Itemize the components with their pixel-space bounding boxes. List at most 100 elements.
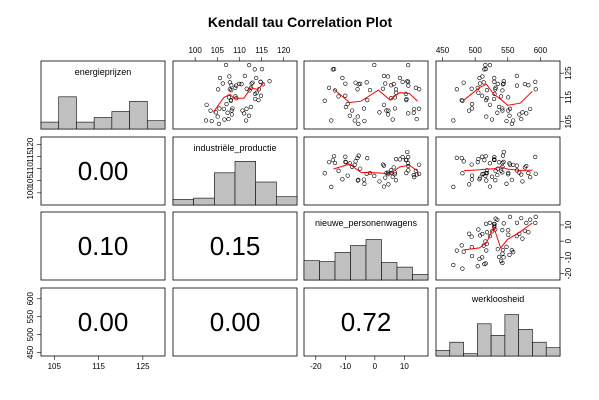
scatter-point-r1-c3-51 [367,88,373,93]
histogram-bar-1-1 [40,121,60,130]
scatter-point-r1-c3-1 [389,83,394,88]
scatter-point-r1-c3-44 [352,118,357,123]
scatter-point-r1-c4-49 [477,75,482,81]
scatter-point-r2-c4-44 [511,162,516,168]
scatter-point-r1-c4-35 [495,81,500,86]
scatter-point-r2-c4-53 [493,168,498,173]
scatter-point-r1-c3-4 [385,74,391,79]
scatter-point-r2-c4-59 [469,162,474,167]
scatter-point-r2-c3-43 [411,172,416,178]
scatter-point-r3-c4-39 [498,258,504,264]
tick-label-top-c2: 100 [188,46,202,55]
scatter-point-r1-c2-46 [240,108,245,113]
histogram-bar-4-1 [435,350,451,357]
scatter-point-r2-c4-9 [484,178,489,183]
scatter-point-r1-c3-15 [365,98,370,103]
scatter-point-r1-c4-34 [477,81,483,86]
scatter-point-r3-c4-37 [519,216,524,221]
scatter-point-r1-c2-30 [258,79,263,84]
scatter-point-r2-c4-2 [501,159,506,165]
scatter-point-r2-c4-54 [509,177,514,182]
plot-title: Kendall tau Correlation Plot [208,14,393,30]
scatter-point-r2-c4-47 [500,170,505,175]
scatter-point-r1-c2-23 [234,83,239,88]
scatter-point-r1-c2-29 [228,98,233,103]
scatter-point-r2-c4-45 [520,179,525,184]
scatter-point-r2-c4-42 [492,157,497,162]
scatter-point-r1-c4-20 [484,96,490,101]
scatter-point-r3-c4-60 [483,261,488,266]
panel-frame-r1-c3 [303,60,429,130]
scatter-point-r2-c4-35 [495,166,500,171]
scatter-point-r1-c2-42 [254,75,259,81]
scatter-point-r3-c4-5 [524,220,529,225]
scatter-point-r1-c3-48 [353,80,358,85]
scatter-point-r2-c3-21 [343,154,348,159]
scatter-point-r1-c2-59 [244,86,249,91]
scatter-point-r2-c4-19 [475,160,480,165]
scatter-point-r1-c2-7 [221,106,226,112]
scatter-point-r1-c4-16 [467,108,472,113]
scatter-point-r1-c4-3 [492,79,497,85]
scatter-point-r2-c3-29 [322,171,327,176]
scatter-point-r1-c3-21 [343,93,348,98]
scatter-point-r1-c2-45 [213,110,219,115]
scatter-point-r1-c3-53 [413,85,418,90]
scatter-point-r3-c4-24 [507,214,513,219]
scatter-point-r1-c2-35 [237,81,242,86]
scatter-point-r1-c3-43 [411,110,416,115]
scatter-point-r1-c2-50 [226,95,232,100]
scatter-point-r2-c4-6 [489,174,495,179]
scatter-point-r1-c3-38 [403,91,408,96]
scatter-point-r2-c4-12 [476,157,481,162]
scatter-point-r3-c4-54 [509,248,514,253]
tick-label-top-c2: 110 [233,46,246,55]
scatter-point-r2-c3-20 [388,168,394,173]
scatter-point-r1-c3-40 [381,102,387,107]
tick-label-bottom-c1: 105 [48,362,62,371]
panel-frame-r2-c1 [40,136,166,206]
scatter-point-r1-c4-32 [506,108,511,113]
scatter-point-r2-c4-17 [469,177,474,182]
scatter-point-r1-c4-2 [501,81,506,86]
scatter-point-r3-c4-8 [483,221,489,226]
scatter-point-r1-c3-37 [414,116,419,122]
scatter-point-r2-c4-5 [524,163,529,169]
scatter-point-r1-c4-22 [482,67,487,72]
scatter-point-r3-c4-2 [501,255,506,260]
scatter-point-r2-c4-40 [487,184,493,189]
scatter-point-r1-c2-4 [227,74,232,79]
scatter-point-r1-c4-37 [519,116,524,122]
smoother-line-r1-c3 [333,88,419,104]
correlation-value-r3-c2: 0.15 [210,231,261,261]
histogram-bar-4-7 [518,329,533,357]
scatter-point-r1-c4-42 [492,75,497,81]
scatter-point-r1-c4-45 [520,110,525,115]
scatter-point-r1-c3-25 [385,112,391,117]
scatter-point-r1-c4-60 [483,66,488,72]
scatter-point-r3-c4-36 [469,253,475,259]
scatter-point-r1-c4-51 [484,88,490,93]
scatter-point-r1-c2-48 [250,80,255,85]
scatter-point-r3-c4-20 [484,230,490,235]
scatter-point-r2-c3-19 [326,160,332,165]
scatter-point-r1-c2-52 [227,87,232,92]
scatter-point-r1-c4-59 [469,86,474,91]
tick-label-bottom-c3: -20 [310,362,322,371]
scatter-point-r1-c4-48 [461,80,466,85]
scatter-point-r2-c4-20 [484,168,490,173]
scatter-point-r1-c3-59 [380,86,386,91]
scatter-point-r1-c4-58 [500,82,506,87]
scatter-point-r2-c3-13 [393,178,399,183]
variable-label-2: industriële_productie [193,143,276,153]
scatter-point-r1-c3-42 [397,75,403,81]
histogram-bar-4-2 [449,341,464,357]
tick-label-left-r2: 115 [26,150,35,163]
scatter-point-r1-c3-28 [343,104,348,110]
scatter-point-r1-c2-33 [239,82,244,87]
scatter-point-r1-c4-56 [507,113,512,118]
scatter-point-r1-c4-10 [487,63,492,68]
scatter-point-r1-c3-26 [332,88,338,93]
scatter-point-r2-c3-56 [347,161,352,166]
smoother-line-r3-c4 [463,222,533,251]
